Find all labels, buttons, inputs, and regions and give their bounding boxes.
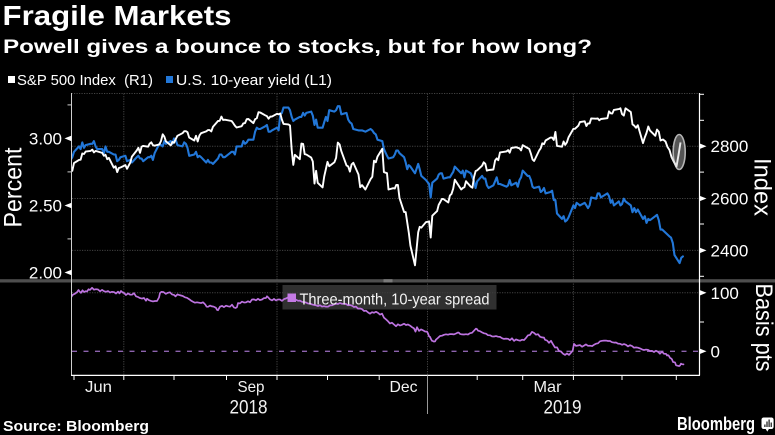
svg-text:Fragile Markets: Fragile Markets — [3, 0, 232, 31]
svg-text:2019: 2019 — [544, 397, 582, 419]
svg-text:Powell gives a bounce to stock: Powell gives a bounce to stocks, but for… — [3, 36, 592, 58]
svg-text:S&P 500 Index (R1): S&P 500 Index (R1) — [17, 72, 153, 89]
svg-text:2800: 2800 — [711, 137, 749, 156]
svg-text:2600: 2600 — [711, 190, 749, 209]
svg-text:U.S. 10-year yield (L1): U.S. 10-year yield (L1) — [176, 72, 332, 89]
svg-text:3.00: 3.00 — [29, 129, 62, 148]
svg-text:2018: 2018 — [230, 397, 268, 419]
svg-text:Mar: Mar — [534, 379, 563, 396]
svg-text:Bloomberg: Bloomberg — [677, 414, 755, 434]
svg-text:Percent: Percent — [0, 147, 28, 227]
svg-text:Three-month, 10-year spread: Three-month, 10-year spread — [300, 291, 490, 308]
svg-text:Jun: Jun — [85, 379, 112, 396]
svg-text:100: 100 — [711, 284, 739, 303]
svg-text:Basis pts: Basis pts — [750, 284, 775, 372]
svg-text:0: 0 — [711, 342, 720, 361]
svg-text:2.50: 2.50 — [29, 197, 62, 216]
svg-text:2400: 2400 — [711, 241, 749, 260]
svg-text:Index: Index — [748, 158, 775, 216]
svg-text:2.00: 2.00 — [29, 264, 62, 283]
svg-text:Sep: Sep — [238, 379, 265, 396]
svg-text:Source: Bloomberg: Source: Bloomberg — [3, 419, 149, 435]
svg-text:Dec: Dec — [390, 379, 418, 396]
